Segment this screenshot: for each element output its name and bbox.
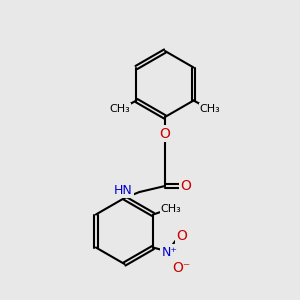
Text: O⁻: O⁻ — [172, 262, 191, 275]
Text: CH₃: CH₃ — [161, 203, 182, 214]
Text: CH₃: CH₃ — [200, 104, 220, 115]
Text: O: O — [181, 179, 191, 193]
Text: O: O — [176, 229, 187, 242]
Text: O: O — [160, 127, 170, 140]
Text: N⁺: N⁺ — [162, 245, 178, 259]
Text: CH₃: CH₃ — [110, 104, 130, 115]
Text: HN: HN — [114, 184, 133, 197]
